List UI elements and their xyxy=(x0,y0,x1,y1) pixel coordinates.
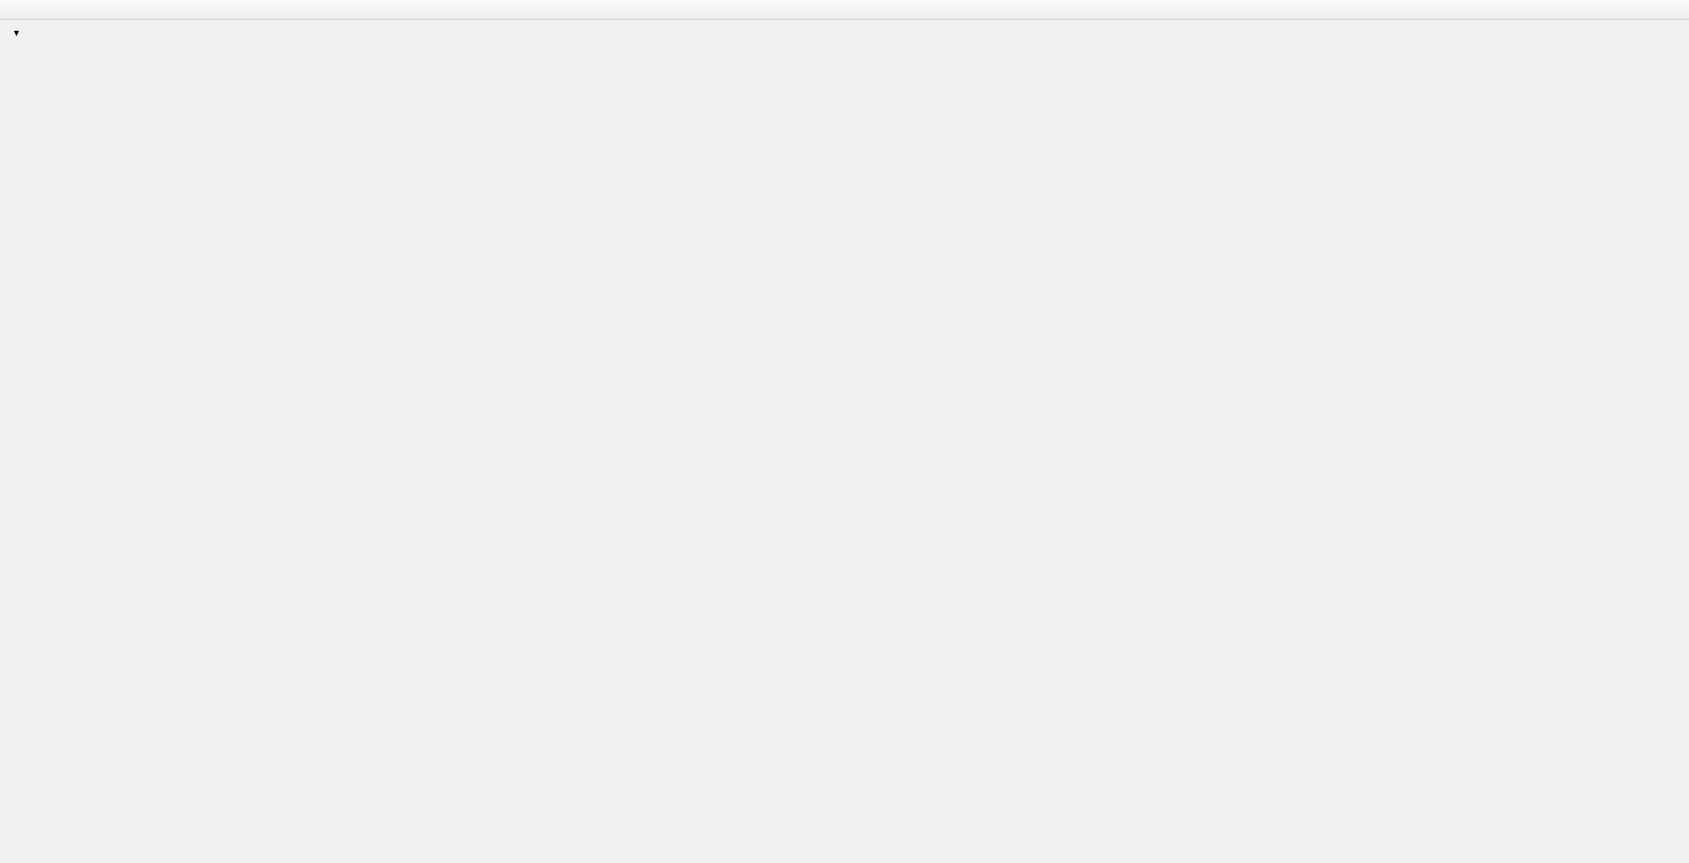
chart-canvas[interactable] xyxy=(0,20,1689,858)
chart-window[interactable]: ▼ xyxy=(0,20,1689,858)
toolbar xyxy=(0,0,1689,20)
